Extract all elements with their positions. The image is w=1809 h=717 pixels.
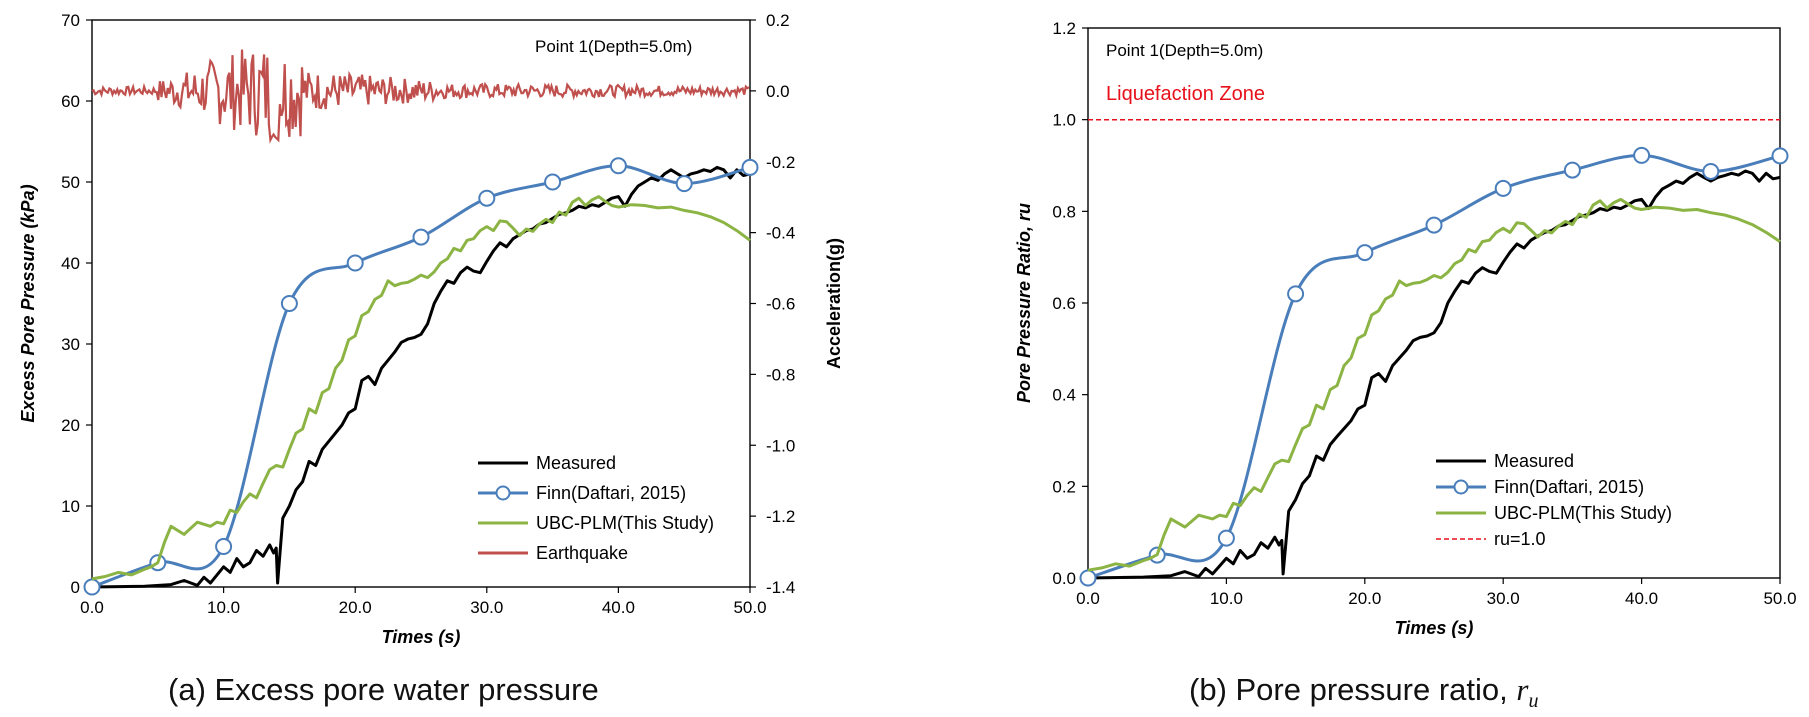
caption-b-symbol: r: [1516, 672, 1529, 707]
finn-marker: [412, 228, 430, 246]
point-annotation: Point 1(Depth=5.0m): [1106, 41, 1263, 60]
y2-tick-label: -0.4: [766, 224, 795, 243]
finn-marker: [346, 254, 364, 272]
y2-tick-label: -1.4: [766, 578, 795, 597]
x-tick-label: 0.0: [1076, 589, 1100, 608]
y-tick-label: 20: [61, 416, 80, 435]
x-axis-title: Times (s): [1395, 618, 1474, 638]
x-tick-label: 20.0: [1348, 589, 1381, 608]
y2-tick-label: -1.2: [766, 507, 795, 526]
finn-marker: [1563, 161, 1581, 179]
finn-marker: [1356, 244, 1374, 262]
x-tick-label: 10.0: [1210, 589, 1243, 608]
legend-a: Measured Finn(Daftari, 2015) UBC-PLM(This …: [478, 453, 714, 563]
finn-marker: [83, 578, 101, 596]
chart-a: 0.0 10.0 20.0 30.0 40.0 50.0 0 10 20 30 40 50 60 70 -1…: [18, 11, 844, 647]
finn-marker: [1494, 179, 1512, 197]
legend-label: Earthquake: [536, 543, 628, 563]
y2-axis-title: Acceleration(g): [824, 238, 844, 369]
y-tick-label: 0.6: [1052, 294, 1076, 313]
finn-marker: [1425, 216, 1443, 234]
x-tick-label: 10.0: [207, 598, 240, 617]
y-tick-label: 10: [61, 497, 80, 516]
caption-b: (b) Pore pressure ratio, ru: [1189, 672, 1538, 713]
y-axis-title: Excess Pore Pressure (kPa): [18, 184, 38, 422]
legend-label: Measured: [1494, 451, 1574, 471]
caption-a: (a) Excess pore water pressure: [168, 672, 599, 707]
series-ubc-plm-this-study: [91, 195, 751, 581]
legend-label: Finn(Daftari, 2015): [1494, 477, 1644, 497]
x-tick-label: 40.0: [1625, 589, 1658, 608]
x-tick-label: 50.0: [733, 598, 766, 617]
finn-marker: [675, 175, 693, 193]
legend-label: Finn(Daftari, 2015): [536, 483, 686, 503]
finn-marker: [1079, 569, 1097, 587]
x-tick-label: 30.0: [470, 598, 503, 617]
finn-marker: [741, 158, 759, 176]
y-tick-label: 60: [61, 92, 80, 111]
chart-b: 0.0 10.0 20.0 30.0 40.0 50.0 0.0 0.2 0.4 0.6 0.8 1.…: [1014, 19, 1797, 638]
y-tick-label: 0: [71, 578, 80, 597]
x-tick-label: 50.0: [1763, 589, 1796, 608]
x-axis-title: Times (s): [382, 627, 461, 647]
x-tick-label: 40.0: [602, 598, 635, 617]
caption-b-text: (b) Pore pressure ratio,: [1189, 672, 1508, 707]
finn-marker: [1633, 146, 1651, 164]
y-tick-label: 70: [61, 11, 80, 30]
y-tick-label: 30: [61, 335, 80, 354]
y2-tick-label: -0.2: [766, 153, 795, 172]
y2-tick-label: -0.6: [766, 295, 795, 314]
y-tick-label: 1.2: [1052, 19, 1076, 38]
series-ubc-plm-this-study: [1087, 197, 1781, 572]
y-tick-label: 0.8: [1052, 202, 1076, 221]
legend-b: Measured Finn(Daftari, 2015) UBC-PLM(This …: [1436, 451, 1672, 549]
plot-frame-b: [1087, 27, 1781, 579]
finn-marker: [478, 189, 496, 207]
finn-marker: [215, 538, 233, 555]
y-tick-label: 40: [61, 254, 80, 273]
y-tick-label: 1.0: [1052, 111, 1076, 130]
caption-b-subscript: u: [1528, 690, 1539, 713]
liquefaction-zone-label: Liquefaction Zone: [1106, 83, 1265, 105]
x-tick-label: 20.0: [339, 598, 372, 617]
y2-tick-label: 0.2: [766, 11, 790, 30]
finn-marker: [1217, 529, 1235, 547]
y-axis-title: Pore Pressure Ratio, ru: [1014, 203, 1034, 403]
finn-marker: [280, 295, 298, 312]
y-tick-label: 0.2: [1052, 477, 1076, 496]
y2-tick-label: -0.8: [766, 365, 795, 384]
finn-marker: [544, 173, 562, 191]
legend-marker: [495, 485, 511, 501]
series-measured: [91, 165, 751, 589]
legend-marker: [1453, 479, 1469, 495]
legend-label: ru=1.0: [1494, 529, 1546, 549]
finn-marker: [609, 157, 627, 175]
series-earthquake: [91, 49, 750, 144]
x-tick-label: 0.0: [80, 598, 104, 617]
point-annotation: Point 1(Depth=5.0m): [535, 37, 692, 56]
finn-marker: [1287, 285, 1305, 303]
legend-label: UBC-PLM(This Study): [1494, 503, 1672, 523]
finn-marker: [1702, 162, 1720, 180]
legend-label: UBC-PLM(This Study): [536, 513, 714, 533]
x-tick-label: 30.0: [1487, 589, 1520, 608]
y2-tick-label: -1.0: [766, 436, 795, 455]
legend-label: Measured: [536, 453, 616, 473]
y2-tick-label: 0.0: [766, 82, 790, 101]
series-measured: [1087, 169, 1781, 580]
finn-marker: [1771, 147, 1789, 165]
y-tick-label: 0.0: [1052, 569, 1076, 588]
y-tick-label: 0.4: [1052, 386, 1076, 405]
y-tick-label: 50: [61, 173, 80, 192]
